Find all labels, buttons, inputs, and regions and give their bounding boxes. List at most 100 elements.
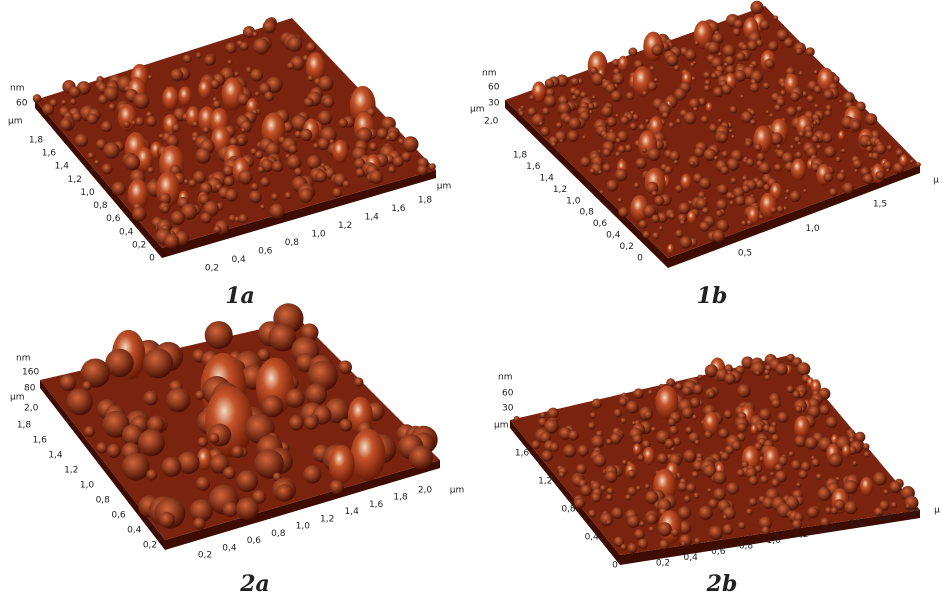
surface-bump [603, 163, 612, 172]
surface-bump [775, 363, 788, 376]
surface-bump [731, 194, 735, 198]
surface-bump [796, 48, 803, 55]
surface-bump [746, 509, 753, 516]
surface-bump [807, 507, 819, 519]
surface-bump [703, 72, 710, 79]
surface-bump [198, 437, 208, 447]
right-tick-label: 1,0 [767, 536, 782, 546]
surface-bump [664, 166, 672, 174]
surface-bump [96, 442, 107, 453]
surface-bump [658, 522, 672, 536]
surface-bump [618, 207, 628, 217]
surface-bump [33, 94, 42, 103]
surface-bump [60, 119, 72, 131]
surface-bump [386, 136, 391, 141]
surface-bump [343, 180, 350, 187]
surface-bump [796, 482, 801, 487]
left-tick-label: 1,8 [513, 151, 528, 161]
afm-panel: nm6030μm1,61,20,80,400,20,40,60,81,01,21… [494, 354, 940, 597]
left-tick-label: 0 [637, 254, 643, 264]
surface-bump [760, 475, 768, 483]
surface-bump [162, 206, 169, 213]
surface-bump [577, 445, 589, 457]
surface-bump [685, 49, 697, 61]
surface-bump [633, 388, 644, 399]
surface-bump [652, 232, 659, 239]
surface-bump [794, 416, 810, 439]
surface-bump [545, 79, 554, 88]
surface-bump [197, 448, 212, 470]
surface-bump [582, 135, 586, 139]
surface-bump [768, 41, 778, 51]
right-tick-label: 0,2 [205, 264, 219, 274]
surface-bump [519, 111, 525, 117]
surface-bump [580, 157, 591, 168]
surface-bump [819, 405, 830, 416]
surface-bump [304, 98, 314, 108]
surface-bump [790, 191, 801, 202]
surface-bump [814, 86, 822, 94]
surface-bump [369, 142, 378, 151]
surface-bump [612, 507, 624, 519]
right-tick-label: 0,8 [739, 542, 754, 552]
surface-bump [729, 200, 734, 205]
surface-bump [289, 415, 304, 430]
z-axis-label: 30 [502, 404, 514, 414]
surface-bump [75, 134, 89, 148]
surface-bump [675, 383, 682, 390]
surface-bump [842, 444, 851, 457]
surface-bump [633, 443, 641, 456]
surface-bump [205, 321, 233, 349]
right-axis-unit: μ [934, 506, 940, 516]
surface-bump [236, 470, 258, 492]
surface-bump [288, 145, 297, 154]
surface-bump [258, 166, 265, 173]
surface-bump [798, 131, 804, 137]
surface-bump [645, 484, 650, 489]
surface-bump [852, 461, 857, 466]
right-tick-label: 1,6 [369, 500, 384, 510]
surface-bump [863, 174, 873, 184]
surface-bump [740, 95, 744, 99]
left-tick-label: 1,0 [566, 196, 581, 206]
surface-bump [204, 55, 215, 66]
surface-bump [654, 78, 658, 82]
left-tick-label: 0,8 [561, 505, 576, 515]
surface-bump [771, 434, 779, 442]
surface-bump [82, 381, 92, 391]
surface-bump [839, 100, 843, 104]
right-axis-unit: μm [450, 486, 465, 496]
left-tick-label: 1,4 [55, 162, 70, 172]
surface-bump [643, 447, 655, 465]
surface-bump [718, 133, 728, 143]
surface-bump [737, 469, 745, 477]
surface-bump [777, 206, 784, 213]
afm-panel: nm6030μm2,01,81,61,41,21,00,80,60,40,200… [470, 1, 939, 309]
right-tick-label: 1,0 [311, 230, 326, 240]
surface-bump [98, 95, 108, 105]
surface-bump [642, 148, 647, 153]
surface-bump [853, 159, 863, 169]
surface-bump [712, 230, 725, 243]
surface-bump [369, 170, 383, 184]
right-tick-label: 0,4 [684, 553, 699, 563]
surface-bump [803, 189, 807, 193]
right-tick-label: 1,8 [877, 513, 892, 523]
surface-bump [550, 443, 559, 452]
surface-bump [250, 69, 263, 82]
surface-bump [264, 92, 274, 102]
surface-bump [122, 453, 150, 481]
surface-bump [237, 136, 246, 145]
surface-bump [178, 86, 192, 106]
surface-bump [721, 452, 730, 461]
surface-bump [678, 203, 690, 215]
surface-bump [409, 446, 433, 470]
surface-bump [589, 168, 595, 174]
surface-bump [514, 416, 520, 422]
surface-bump [636, 486, 641, 491]
surface-bump [716, 199, 727, 210]
surface-bump [678, 482, 688, 492]
surface-bump [797, 142, 801, 146]
surface-bump [707, 42, 720, 55]
surface-bump [590, 412, 596, 418]
